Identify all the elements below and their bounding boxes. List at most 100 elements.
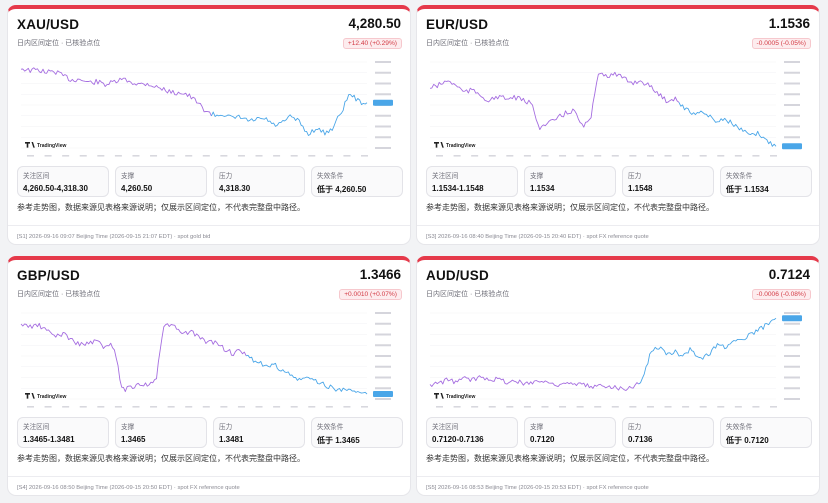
watch-range-cell: 关注区间 0.7120-0.7136: [426, 417, 518, 448]
time-axis-tick: [114, 406, 122, 408]
quote-card-eurusd[interactable]: EUR/USD 1.1536 日内区间定位 · 已核验点位 -0.0005 (-…: [416, 5, 820, 245]
time-axis-tick: [664, 406, 672, 408]
cell-label: 关注区间: [23, 173, 50, 180]
chart-note: 参考走势图，数据来源见表格来源说明；仅展示区间定位，不代表完整盘中路径。: [426, 203, 714, 212]
cell-label: 压力: [219, 173, 233, 180]
quote-card-gbpusd[interactable]: GBP/USD 1.3466 日内区间定位 · 已核验点位 +0.0010 (+…: [7, 256, 411, 496]
resistance-cell: 压力 1.3481: [213, 417, 305, 448]
symbol-title: XAU/USD: [17, 17, 80, 32]
watch-range-cell: 关注区间 1.1534-1.1548: [426, 166, 518, 197]
time-axis-tick: [576, 406, 584, 408]
time-axis-tick: [150, 155, 158, 157]
tradingview-logo-icon: [434, 142, 444, 148]
time-axis-tick: [273, 155, 281, 157]
price-line-segment: [429, 71, 680, 131]
time-axis-tick: [682, 406, 690, 408]
price-axis-tick: [784, 93, 800, 96]
chart-svg: TradingView: [20, 312, 393, 408]
tradingview-watermark: TradingView: [37, 394, 66, 400]
cell-value: 1.3465-1.3481: [23, 435, 75, 444]
price-axis-tick: [375, 344, 391, 347]
tradingview-logo-icon: [434, 393, 444, 399]
support-cell: 支撑 4,260.50: [115, 166, 207, 197]
support-cell: 支撑 0.7120: [524, 417, 616, 448]
time-axis-tick: [62, 406, 70, 408]
time-axis-tick: [185, 406, 193, 408]
cell-value: 低于 4,260.50: [317, 185, 367, 194]
time-axis-tick: [79, 155, 87, 157]
resistance-cell: 压力 4,318.30: [213, 166, 305, 197]
last-price-tag: [373, 99, 393, 106]
cell-value: 1.3481: [219, 435, 244, 444]
price-chart[interactable]: TradingView: [17, 56, 401, 161]
chart-note: 参考走势图，数据来源见表格来源说明；仅展示区间定位，不代表完整盘中路径。: [17, 203, 305, 212]
symbol-title: AUD/USD: [426, 268, 489, 283]
time-axis-tick: [506, 155, 514, 157]
price-chart[interactable]: TradingView: [426, 307, 810, 412]
time-axis-tick: [611, 406, 619, 408]
card-subtitle: 日内区间定位 · 已核验点位: [426, 291, 510, 298]
cell-label: 支撑: [121, 173, 135, 180]
cell-value: 低于 1.3465: [317, 436, 360, 445]
price-chart[interactable]: TradingView: [17, 307, 401, 412]
price-axis-tick: [375, 125, 391, 128]
price-axis-tick: [375, 365, 391, 368]
price-line-segment: [638, 317, 777, 385]
quote-card-audusd[interactable]: AUD/USD 0.7124 日内区间定位 · 已核验点位 -0.0006 (-…: [416, 256, 820, 496]
time-axis-tick: [717, 406, 725, 408]
time-axis-tick: [97, 155, 105, 157]
price-axis-tick: [375, 147, 391, 149]
price-axis-tick: [784, 104, 800, 106]
time-axis-tick: [453, 155, 461, 157]
time-axis-tick: [646, 406, 654, 408]
time-axis-tick: [79, 406, 87, 408]
price-axis-tick: [375, 61, 391, 63]
tradingview-watermark: TradingView: [446, 143, 475, 149]
time-axis-tick: [167, 406, 175, 408]
time-axis-tick: [220, 155, 228, 157]
support-cell: 支撑 1.3465: [115, 417, 207, 448]
time-axis-tick: [167, 155, 175, 157]
time-axis-tick: [752, 155, 760, 157]
cell-value: 0.7136: [628, 435, 653, 444]
time-axis-tick: [114, 155, 122, 157]
price-axis-tick: [375, 136, 391, 139]
time-axis-tick: [646, 155, 654, 157]
time-axis-tick: [611, 155, 619, 157]
invalidation-cell: 失效条件 低于 0.7120: [720, 417, 812, 448]
cell-value: 0.7120: [530, 435, 555, 444]
time-axis-tick: [559, 155, 567, 157]
source-footer: [S5] 2026-09-16 08:53 Beijing Time (2026…: [417, 476, 819, 491]
cell-label: 压力: [219, 424, 233, 431]
quote-card-xauusd[interactable]: XAU/USD 4,280.50 日内区间定位 · 已核验点位 +12.40 (…: [7, 5, 411, 245]
cell-value: 4,260.50-4,318.30: [23, 184, 88, 193]
time-axis-tick: [185, 155, 193, 157]
levels-row: 关注区间 1.3465-1.3481 支撑 1.3465 压力 1.3481 失效条件…: [17, 417, 403, 448]
cell-label: 支撑: [530, 173, 544, 180]
time-axis-tick: [453, 406, 461, 408]
watch-range-cell: 关注区间 1.3465-1.3481: [17, 417, 109, 448]
time-axis-tick: [594, 406, 602, 408]
price-axis-tick: [784, 344, 800, 347]
cell-label: 支撑: [530, 424, 544, 431]
last-price-tag: [373, 390, 393, 397]
time-axis-tick: [471, 406, 479, 408]
time-axis-tick: [202, 406, 210, 408]
card-subtitle: 日内区间定位 · 已核验点位: [17, 40, 101, 47]
cell-label: 失效条件: [726, 173, 753, 180]
time-axis-tick: [132, 155, 140, 157]
price-line-segment: [246, 354, 368, 395]
time-axis-tick: [699, 155, 707, 157]
cell-label: 压力: [628, 173, 642, 180]
chart-svg: TradingView: [20, 61, 393, 157]
levels-row: 关注区间 0.7120-0.7136 支撑 0.7120 压力 0.7136 失效条件…: [426, 417, 812, 448]
price-axis-tick: [375, 82, 391, 85]
support-cell: 支撑 1.1534: [524, 166, 616, 197]
price-chart[interactable]: TradingView: [426, 56, 810, 161]
time-axis-tick: [717, 155, 725, 157]
card-subtitle: 日内区间定位 · 已核验点位: [17, 291, 101, 298]
levels-row: 关注区间 4,260.50-4,318.30 支撑 4,260.50 压力 4,318…: [17, 166, 403, 197]
price-line-segment: [20, 322, 247, 393]
time-axis-tick: [343, 155, 351, 157]
price-axis-tick: [375, 71, 391, 74]
